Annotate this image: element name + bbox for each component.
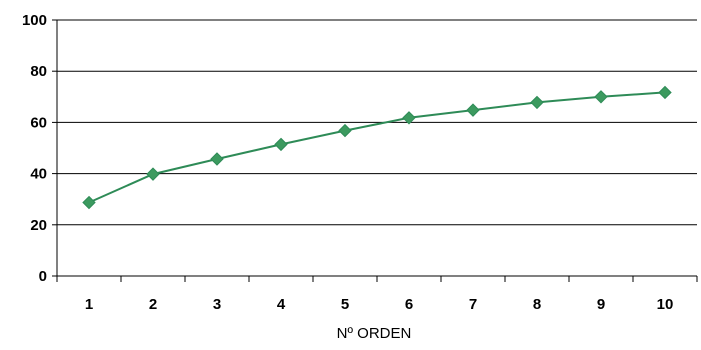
data-point-marker — [466, 103, 480, 117]
data-point-marker — [594, 90, 608, 104]
data-point-marker — [210, 152, 224, 166]
y-tick-label: 0 — [39, 268, 47, 285]
axes — [52, 19, 698, 282]
grid-lines — [57, 19, 697, 226]
y-tick-label: 40 — [30, 166, 47, 183]
y-axis-tick-labels: 0 20 40 60 80 100 — [22, 12, 47, 285]
data-point-marker — [658, 85, 672, 100]
x-axis-title: Nº ORDEN — [337, 325, 412, 342]
x-tick-label: 7 — [469, 296, 477, 313]
data-point-marker — [146, 167, 160, 181]
x-tick-label: 3 — [213, 296, 221, 313]
series — [82, 85, 672, 210]
x-tick-label: 10 — [657, 296, 674, 313]
x-tick-label: 8 — [533, 296, 541, 313]
y-tick-label: 60 — [30, 114, 47, 131]
x-tick-label: 5 — [341, 296, 349, 313]
data-point-marker — [338, 123, 352, 138]
x-tick-label: 1 — [85, 296, 93, 313]
data-point-marker — [274, 137, 288, 152]
y-tick-label: 20 — [30, 217, 47, 234]
x-tick-label: 9 — [597, 296, 605, 313]
data-point-marker — [530, 95, 544, 110]
y-tick-label: 100 — [22, 12, 47, 29]
x-tick-label: 6 — [405, 296, 413, 313]
series-line — [88, 91, 666, 204]
x-tick-label: 4 — [277, 296, 286, 313]
x-axis-tick-labels: 1 2 3 4 5 6 7 8 9 10 — [85, 296, 674, 313]
data-point-marker — [82, 195, 96, 210]
y-tick-label: 80 — [30, 63, 47, 80]
data-point-marker — [402, 111, 416, 125]
x-tick-label: 2 — [149, 296, 157, 313]
